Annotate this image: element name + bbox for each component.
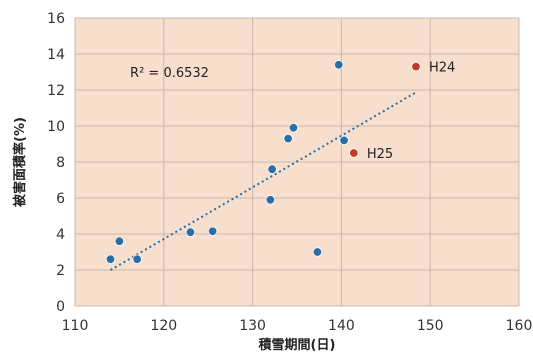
data-point — [283, 133, 293, 144]
point-label: H25 — [367, 147, 393, 162]
highlight-point — [349, 148, 359, 158]
data-point — [312, 247, 323, 257]
data-point — [334, 60, 344, 70]
x-tick-label: 130 — [239, 318, 266, 334]
x-tick-label: 140 — [328, 318, 355, 334]
x-tick-label: 160 — [506, 318, 533, 334]
data-point — [132, 254, 142, 264]
data-point — [265, 195, 276, 205]
y-tick-label: 12 — [47, 83, 65, 99]
grid-lines — [74, 17, 520, 307]
highlight-point — [411, 61, 421, 72]
data-point — [114, 236, 125, 246]
data-point — [207, 226, 218, 237]
y-tick-label: 16 — [47, 11, 65, 27]
data-point — [105, 254, 116, 264]
data-points: H25 H24 — [105, 60, 455, 264]
r-squared-annotation: R² = 0.6532 — [130, 66, 209, 81]
data-point — [185, 227, 196, 237]
data-point — [339, 135, 349, 146]
x-tick-label: 150 — [417, 318, 444, 334]
y-axis-title: 被害面積率(%) — [12, 117, 28, 208]
x-tick-label: 110 — [62, 318, 89, 334]
y-tick-label: 2 — [56, 263, 65, 279]
data-point — [267, 164, 277, 174]
tick-labels: 0 2 4 6 8 10 12 14 16 110 120 130 140 150 160 — [47, 11, 532, 334]
y-tick-label: 0 — [56, 299, 65, 315]
y-tick-label: 14 — [47, 47, 65, 63]
point-label: H24 — [429, 61, 455, 76]
y-tick-label: 4 — [56, 227, 65, 243]
data-point — [288, 123, 299, 133]
y-tick-label: 6 — [56, 191, 65, 207]
x-axis-title: 積雪期間(日) — [258, 337, 336, 353]
y-tick-label: 8 — [56, 155, 65, 171]
y-tick-label: 10 — [47, 119, 65, 135]
x-tick-label: 120 — [150, 318, 177, 334]
trendline — [110, 90, 418, 271]
